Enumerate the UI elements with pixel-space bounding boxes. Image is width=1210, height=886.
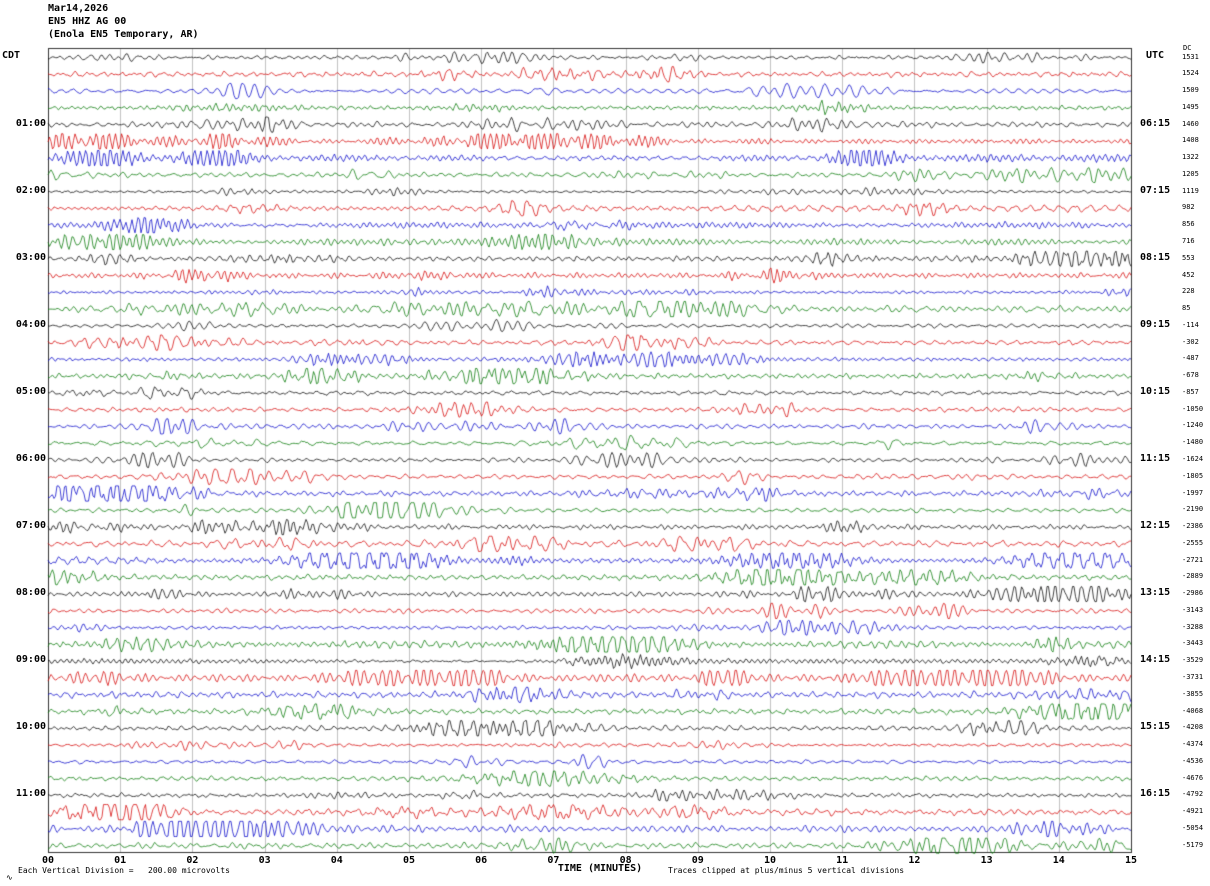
dc-offset-value: 1205: [1182, 169, 1199, 178]
left-time-label: 02:00: [15, 184, 46, 196]
x-tick-label: 06: [475, 855, 488, 866]
dc-offset-value: -1050: [1182, 404, 1204, 413]
dc-offset-value: -4068: [1182, 706, 1204, 715]
x-tick-label: 04: [330, 855, 343, 866]
x-tick-label: 14: [1052, 855, 1065, 866]
right-time-label: 08:15: [1140, 251, 1171, 263]
right-time-label: 12:15: [1140, 520, 1171, 532]
right-time-label: 15:15: [1140, 721, 1171, 733]
dc-offset-value: -3443: [1182, 639, 1204, 648]
dc-offset-value: -678: [1182, 371, 1199, 380]
dc-offset-value: -2986: [1182, 589, 1204, 598]
footer-scale-note: Each Vertical Division = 200.00 microvol…: [18, 866, 230, 875]
dc-offset-value: -2721: [1182, 555, 1204, 564]
left-time-label: 11:00: [15, 788, 46, 800]
x-tick-label: 08: [619, 855, 632, 866]
dc-offset-value: -3731: [1182, 672, 1204, 681]
dc-offset-value: -1624: [1182, 454, 1204, 463]
dc-offset-value: 1531: [1182, 52, 1199, 61]
right-time-label: 06:15: [1140, 117, 1171, 129]
x-tick-label: 01: [114, 855, 127, 866]
right-time-label: 10:15: [1140, 385, 1171, 397]
dc-offset-value: -3855: [1182, 689, 1204, 698]
header-date: Mar14,2026: [48, 3, 109, 14]
dc-offset-value: 1119: [1182, 186, 1199, 195]
dc-offset-value: 856: [1182, 220, 1195, 229]
dc-offset-value: -2386: [1182, 522, 1204, 531]
dc-offset-value: -5054: [1182, 823, 1204, 832]
left-time-label: 03:00: [15, 251, 46, 263]
left-time-label: 06:00: [15, 452, 46, 464]
left-time-label: 10:00: [15, 721, 46, 733]
dc-offset-value: 85: [1182, 304, 1191, 313]
dc-offset-value: 1460: [1182, 119, 1199, 128]
dc-offset-value: -5179: [1182, 840, 1204, 849]
right-time-label: 13:15: [1140, 587, 1171, 599]
right-time-label: 14:15: [1140, 654, 1171, 666]
dc-offset-value: -4536: [1182, 756, 1204, 765]
left-time-label: 09:00: [15, 654, 46, 666]
dc-offset-value: -3143: [1182, 605, 1204, 614]
footer-clip-note: Traces clipped at plus/minus 5 vertical …: [668, 866, 905, 875]
x-tick-label: 13: [980, 855, 993, 866]
dc-offset-value: 1408: [1182, 136, 1199, 145]
left-time-label: 01:00: [15, 117, 46, 129]
left-axis-title: CDT: [2, 50, 21, 61]
x-tick-label: 09: [691, 855, 704, 866]
scale-marker-icon: ∿: [6, 873, 13, 882]
dc-offset-value: -1997: [1182, 488, 1204, 497]
dc-offset-value: -302: [1182, 337, 1199, 346]
right-axis-title: UTC: [1146, 50, 1165, 61]
left-time-label: 07:00: [15, 520, 46, 532]
dc-offset-value: -3529: [1182, 656, 1204, 665]
dc-offset-value: -4208: [1182, 723, 1204, 732]
left-time-label: 04:00: [15, 318, 46, 330]
dc-offset-value: -487: [1182, 354, 1199, 363]
dc-offset-value: -1240: [1182, 421, 1204, 430]
x-tick-label: 15: [1124, 855, 1138, 866]
left-time-label: 08:00: [15, 587, 46, 599]
header-station: EN5 HHZ AG 00: [48, 16, 127, 27]
dc-offset-value: 1322: [1182, 153, 1199, 162]
x-tick-label: 02: [186, 855, 199, 866]
x-tick-label: 10: [763, 855, 777, 866]
dc-column-label: DC: [1183, 44, 1192, 52]
dc-offset-value: 1495: [1182, 102, 1199, 111]
dc-offset-value: 228: [1182, 287, 1195, 296]
dc-offset-value: 553: [1182, 253, 1195, 262]
x-tick-label: 11: [836, 855, 849, 866]
dc-offset-value: -4676: [1182, 773, 1204, 782]
dc-offset-value: -1805: [1182, 471, 1204, 480]
right-time-label: 07:15: [1140, 184, 1171, 196]
x-tick-label: 05: [402, 855, 416, 866]
dc-offset-value: -3288: [1182, 622, 1204, 631]
right-time-label: 09:15: [1140, 318, 1171, 330]
dc-offset-value: 452: [1182, 270, 1195, 279]
right-time-label: 11:15: [1140, 452, 1171, 464]
dc-offset-value: -857: [1182, 387, 1199, 396]
x-tick-label: 00: [41, 855, 55, 866]
dc-offset-value: 982: [1182, 203, 1195, 212]
dc-offset-value: -4792: [1182, 790, 1204, 799]
dc-offset-value: -1480: [1182, 438, 1204, 447]
dc-offset-value: -2190: [1182, 505, 1204, 514]
x-axis-title: TIME (MINUTES): [557, 863, 643, 874]
header-description: (Enola EN5 Temporary, AR): [48, 29, 199, 40]
dc-offset-value: -4374: [1182, 740, 1204, 749]
dc-offset-value: -2889: [1182, 572, 1204, 581]
x-tick-label: 03: [258, 855, 271, 866]
right-time-label: 16:15: [1140, 788, 1171, 800]
dc-offset-value: -2555: [1182, 538, 1204, 547]
left-time-label: 05:00: [15, 385, 46, 397]
dc-offset-value: 1524: [1182, 69, 1199, 78]
dc-offset-value: -114: [1182, 320, 1199, 329]
dc-offset-value: -4921: [1182, 807, 1204, 816]
x-tick-label: 07: [547, 855, 560, 866]
x-tick-label: 12: [908, 855, 921, 866]
dc-offset-value: 1509: [1182, 86, 1199, 95]
dc-offset-value: 716: [1182, 236, 1195, 245]
